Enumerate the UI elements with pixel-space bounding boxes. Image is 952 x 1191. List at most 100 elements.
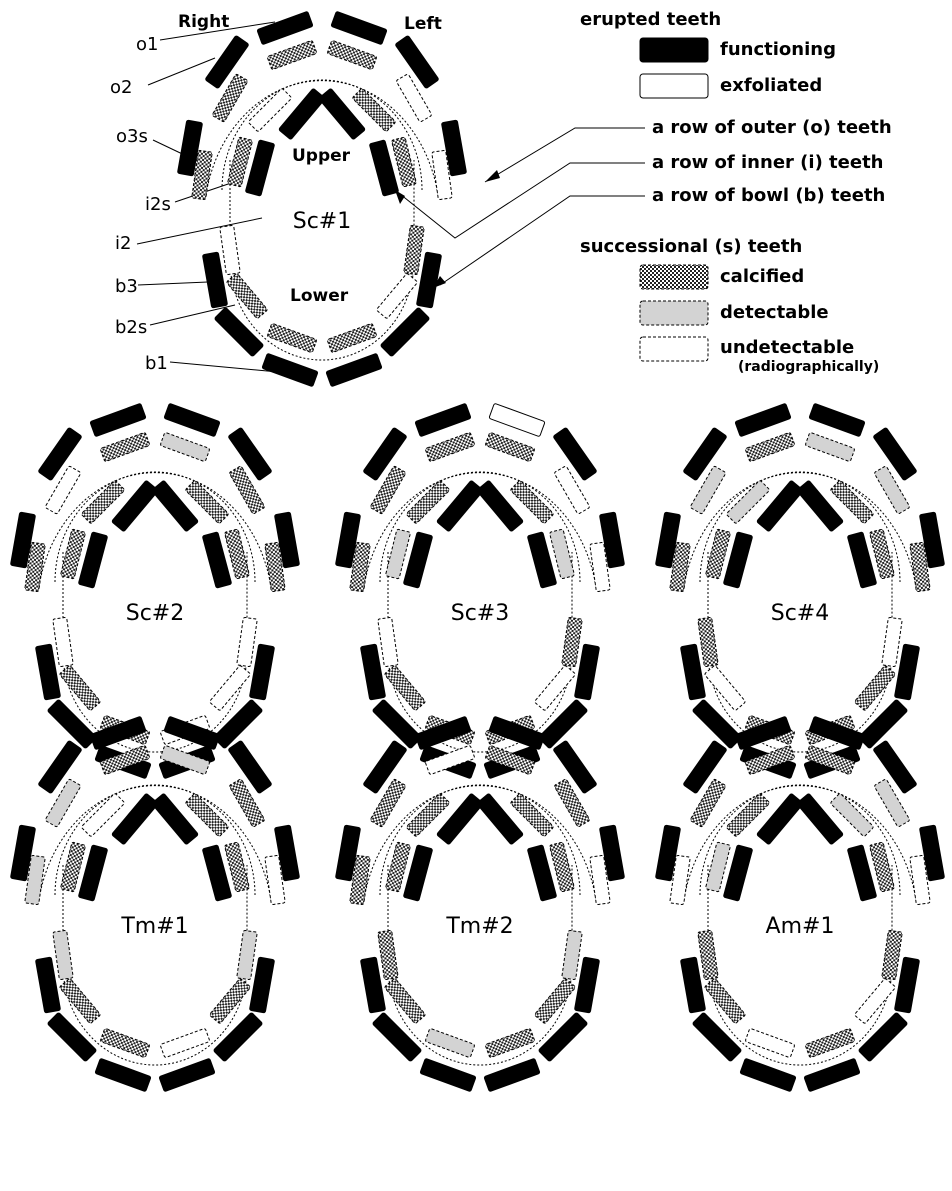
successional-tooth [745, 432, 795, 462]
successional-tooth [534, 665, 576, 711]
tooth-label: b3 [115, 276, 138, 297]
successional-tooth [704, 665, 746, 711]
functioning-tooth [262, 353, 318, 387]
legend-swatch [640, 38, 708, 62]
legend-label: detectable [720, 302, 829, 323]
successional-tooth [882, 930, 903, 979]
functioning-tooth [90, 403, 146, 437]
jaw-diagram: Tm#2 [335, 716, 624, 1092]
legend-label: undetectable [720, 337, 854, 358]
panel-label: Sc#3 [451, 601, 510, 626]
successional-tooth [378, 617, 399, 666]
legend-label: exfoliated [720, 75, 822, 96]
functioning-tooth [574, 957, 599, 1013]
successional-tooth [226, 273, 268, 319]
successional-tooth [562, 617, 583, 666]
panel-label: Sc#4 [771, 601, 830, 626]
functioning-tooth [420, 1058, 476, 1092]
annotations: Right Left Upper Lower o1 o2 o3s i2s i2 … [110, 12, 645, 374]
successional-tooth [327, 40, 377, 70]
successional-tooth [745, 1028, 795, 1058]
successional-tooth [237, 617, 258, 666]
panel-label: Sc#1 [293, 209, 352, 234]
successional-tooth [882, 617, 903, 666]
panel-label: Tm#2 [445, 914, 513, 939]
functioning-tooth [249, 644, 274, 700]
successional-tooth [267, 323, 317, 353]
functioning-tooth [735, 403, 791, 437]
upper-label: Upper [292, 146, 351, 166]
successional-tooth [698, 930, 719, 979]
successional-tooth [53, 617, 74, 666]
jaw-panels: Sc#1 Sc#2 Sc#3 Sc#4 Tm#1 Tm#2 Am#1 [10, 11, 944, 1092]
successional-tooth [160, 1028, 210, 1058]
legend-label: a row of inner (i) teeth [652, 152, 884, 173]
exfoliated-tooth [489, 403, 545, 437]
successional-tooth [376, 273, 418, 319]
functioning-tooth [164, 403, 220, 437]
functioning-tooth [95, 1058, 151, 1092]
legend-swatch [640, 301, 708, 325]
functioning-tooth [331, 11, 387, 45]
successional-tooth [59, 978, 101, 1024]
tooth-label: i2 [115, 233, 131, 254]
lower-label: Lower [290, 286, 349, 306]
successional-tooth [534, 978, 576, 1024]
functioning-tooth [740, 1058, 796, 1092]
successional-tooth [485, 432, 535, 462]
legend-label: a row of outer (o) teeth [652, 117, 892, 138]
functioning-tooth [249, 957, 274, 1013]
functioning-tooth [574, 644, 599, 700]
successional-tooth [384, 978, 426, 1024]
functioning-tooth [894, 644, 919, 700]
legend-swatch [640, 337, 708, 361]
functioning-tooth [202, 252, 227, 308]
functioning-tooth [680, 957, 705, 1013]
panel-label: Sc#2 [126, 601, 185, 626]
legend-swatch [640, 74, 708, 98]
successional-tooth [425, 1028, 475, 1058]
legend: erupted teeth functioning exfoliated a r… [580, 9, 892, 375]
tooth-label: b2s [115, 317, 147, 338]
successional-tooth [160, 432, 210, 462]
jaw-diagram: Sc#3 [335, 403, 624, 779]
functioning-tooth [360, 957, 385, 1013]
panel-label: Am#1 [766, 914, 835, 939]
legend-title: erupted teeth [580, 9, 721, 30]
left-label: Left [404, 14, 442, 34]
right-label: Right [178, 12, 229, 32]
functioning-tooth [804, 1058, 860, 1092]
tooth-label: b1 [145, 353, 168, 374]
legend-swatch [640, 265, 708, 289]
successional-tooth [485, 1028, 535, 1058]
jaw-diagram: Sc#4 [655, 403, 944, 779]
legend-label: functioning [720, 39, 836, 60]
functioning-tooth [159, 1058, 215, 1092]
figure: Right Left Upper Lower o1 o2 o3s i2s i2 … [0, 0, 952, 1187]
legend-label: a row of bowl (b) teeth [652, 185, 885, 206]
successional-tooth [237, 930, 258, 979]
functioning-tooth [326, 353, 382, 387]
jaw-diagram: Sc#1 [177, 11, 466, 387]
successional-tooth [404, 225, 425, 274]
functioning-tooth [35, 957, 60, 1013]
functioning-tooth [484, 1058, 540, 1092]
functioning-tooth [360, 644, 385, 700]
successional-tooth [209, 978, 251, 1024]
panel-label: Tm#1 [120, 914, 188, 939]
legend-label: calcified [720, 266, 804, 287]
successional-tooth [100, 1028, 150, 1058]
functioning-tooth [894, 957, 919, 1013]
jaw-diagram: Sc#2 [10, 403, 299, 779]
successional-tooth [698, 617, 719, 666]
jaw-diagram: Am#1 [655, 716, 944, 1092]
legend-title: successional (s) teeth [580, 236, 802, 257]
functioning-tooth [35, 644, 60, 700]
successional-tooth [209, 665, 251, 711]
functioning-tooth [809, 403, 865, 437]
successional-tooth [805, 432, 855, 462]
successional-tooth [805, 1028, 855, 1058]
successional-tooth [327, 323, 377, 353]
functioning-tooth [415, 403, 471, 437]
successional-tooth [53, 930, 74, 979]
